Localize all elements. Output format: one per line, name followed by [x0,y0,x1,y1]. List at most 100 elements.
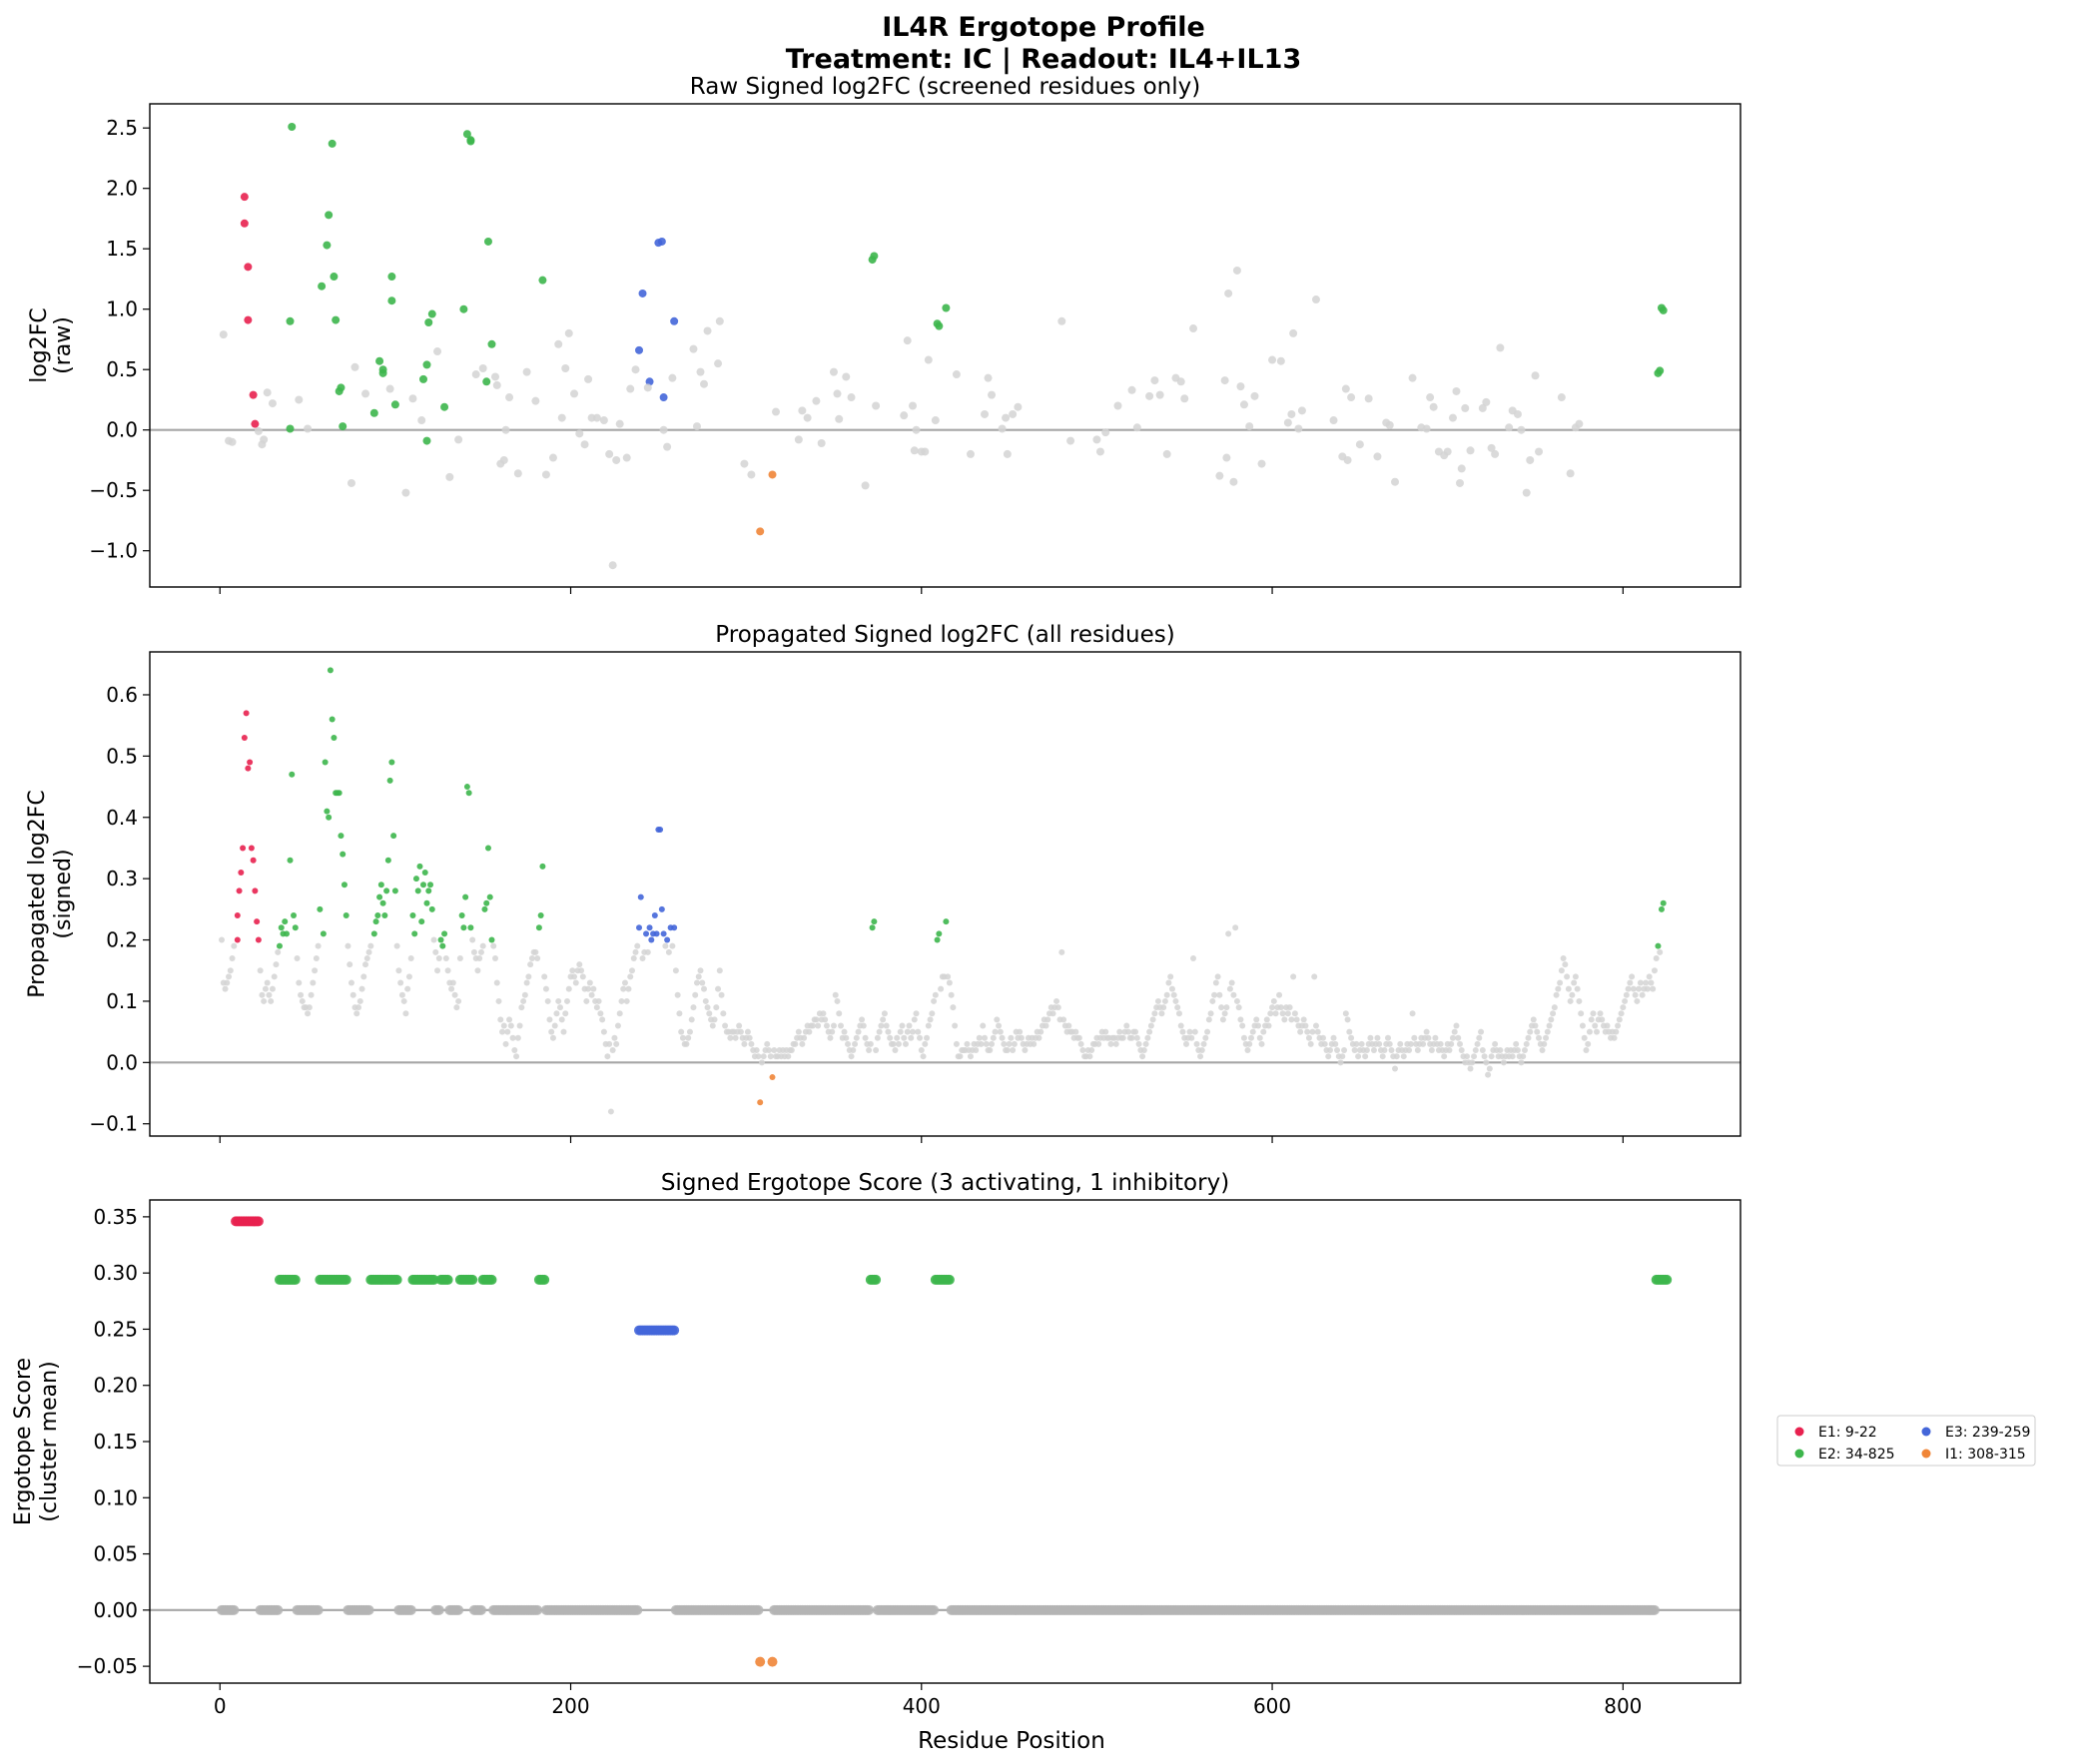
point-background [1086,1053,1093,1060]
point-background [632,948,639,955]
point-background [1629,973,1636,980]
point-background [1107,1040,1114,1047]
point-e2 [465,790,472,797]
legend-marker-e2 [1794,1449,1804,1459]
point-background [541,973,548,980]
point-e2 [944,1274,955,1285]
point-background [830,1022,837,1029]
point-background [996,1022,1003,1029]
point-e2 [390,400,399,409]
point-background [798,406,807,415]
point-background [1544,1028,1551,1035]
point-background [1367,1034,1374,1041]
point-e2 [383,887,390,894]
point-background [1423,1028,1430,1035]
point-background [703,326,712,335]
point-background [912,425,921,434]
point-background [1256,1034,1263,1041]
point-background [910,1028,917,1035]
point-e1 [251,419,260,428]
y-tick-label: 0.0 [106,1050,138,1074]
y-axis-label-line1: log2FC [27,307,52,383]
point-background [1379,1053,1386,1060]
point-background [1205,1016,1212,1023]
point-background [1246,1040,1253,1047]
point-background [1232,266,1241,275]
point-background [1588,1016,1595,1023]
point-background [590,985,597,992]
point-background [1060,1016,1067,1023]
point-background [867,1040,874,1047]
point-e2 [935,321,944,330]
point-background [1381,1047,1388,1054]
point-background [890,1040,897,1047]
point-background [621,979,628,986]
point-background [588,991,595,998]
point-background [1095,1040,1102,1047]
point-background [493,979,500,986]
point-background [1142,1040,1149,1047]
point-background [1471,1053,1478,1060]
point-e2 [375,356,384,365]
point-background [711,1016,718,1023]
point-background [901,1034,908,1041]
point-background [1128,1034,1135,1041]
y-tick-label: 2.0 [106,177,138,201]
point-background [1265,1022,1272,1029]
point-background [1458,1047,1465,1054]
point-background [931,997,938,1004]
point-e2 [425,887,432,894]
point-background [544,997,551,1004]
point-background [592,413,601,422]
point-background [1077,1040,1084,1047]
point-background [747,470,756,479]
point-background [1341,384,1350,393]
point-background [1532,1022,1539,1029]
point-background [345,942,351,949]
point-background [741,1040,748,1047]
y-tick-label: 0.15 [93,1430,138,1454]
point-background [902,1040,909,1047]
point-e3 [643,930,650,937]
point-background [1011,1040,1018,1047]
point-background [853,1034,860,1041]
point-e1 [240,219,249,228]
point-background [1145,391,1154,400]
point-e1 [249,390,258,399]
point-background [398,991,405,998]
point-background [1269,1004,1276,1011]
point-background [702,997,709,1004]
point-background [1546,1022,1553,1029]
point-background [929,1010,936,1017]
point-e1 [234,936,241,943]
point-background [693,979,700,986]
point-background [353,1010,360,1017]
point-e2 [324,808,331,815]
point-background [1639,991,1646,998]
point-background [363,1604,374,1615]
point-background [843,1034,850,1041]
point-background [988,390,997,399]
point-e1 [234,911,241,918]
point-background [1648,979,1655,986]
point-background [1044,1016,1051,1023]
point-background [695,973,702,980]
point-e2 [283,930,290,937]
point-background [1385,420,1394,429]
point-background [1268,355,1277,364]
point-background [608,561,617,570]
point-background [720,1010,727,1017]
point-background [1408,373,1417,382]
y-tick-label: 0.30 [93,1261,138,1285]
point-background [1049,1010,1056,1017]
point-background [982,1034,989,1041]
point-background [266,991,273,998]
point-background [1125,1028,1132,1035]
point-background [1541,1040,1548,1047]
point-background [692,991,699,998]
point-e2 [539,863,546,870]
point-background [1193,1040,1200,1047]
point-background [492,954,498,961]
point-background [1215,471,1224,480]
point-e2 [377,882,384,888]
